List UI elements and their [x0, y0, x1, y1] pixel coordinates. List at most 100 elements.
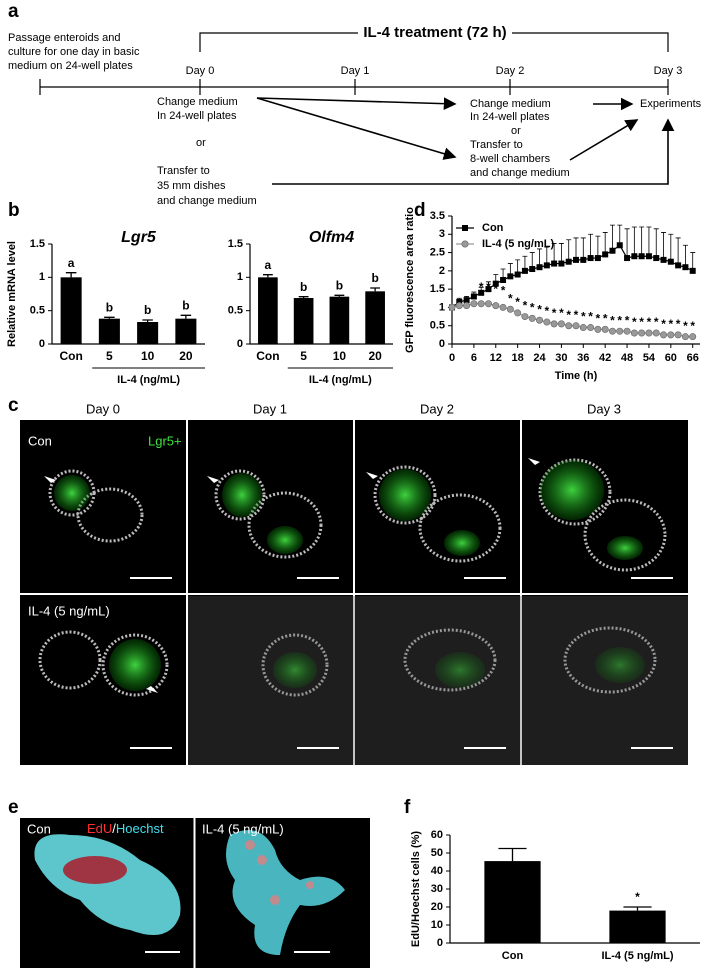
bar: [484, 861, 541, 943]
error-bar: [370, 287, 381, 292]
panel-label: c: [8, 395, 19, 416]
significance-label: *: [647, 315, 652, 329]
error-bar: [558, 243, 564, 264]
data-point: [499, 303, 507, 311]
error-bar: [646, 226, 652, 257]
data-point: [557, 320, 565, 328]
row-label: Con: [28, 433, 52, 448]
significance-label: *: [530, 301, 535, 315]
note: 35 mm dishes: [157, 180, 226, 192]
significance-label: *: [559, 306, 564, 320]
arrow: [272, 118, 675, 185]
significance-label: *: [676, 317, 681, 331]
note: Experiments: [640, 98, 702, 110]
data-point: [660, 331, 668, 339]
data-point: [667, 331, 675, 339]
significance-label: *: [574, 308, 579, 322]
data-point: [594, 255, 601, 262]
data-point: [456, 298, 463, 305]
data-point: [551, 260, 558, 267]
significance-label: *: [486, 280, 491, 294]
error-bar: [631, 226, 637, 257]
image-panel-c: Day 0 Day 1 Day 2 Day 3 Con Lgr5+ IL-4 (…: [20, 401, 688, 765]
significance-label: *: [668, 317, 673, 331]
data-point: [674, 331, 682, 339]
data-point: [485, 286, 492, 293]
image-label: IL-4 (5 ng/mL): [202, 821, 284, 836]
error-bar: [262, 274, 273, 278]
data-point: [565, 258, 572, 265]
significance-label: *: [588, 310, 593, 324]
significance-label: *: [537, 302, 542, 316]
x-tick-label: 10: [333, 349, 347, 363]
note: and change medium: [470, 167, 570, 179]
x-tick-label: 5: [300, 349, 307, 363]
data-point: [638, 253, 645, 260]
x-tick-label: 20: [368, 349, 382, 363]
y-tick-label: 1.5: [30, 238, 45, 250]
data-point: [572, 322, 580, 330]
error-bar: [573, 237, 579, 260]
data-point: [653, 255, 660, 262]
significance-label: *: [635, 890, 640, 904]
data-point: [681, 333, 689, 341]
gfp-signal: [54, 460, 645, 691]
significance-label: *: [508, 291, 513, 305]
x-tick-label: 30: [555, 352, 567, 364]
y-tick-label: 10: [431, 919, 443, 931]
significance-label: *: [625, 313, 630, 327]
arrowheads: [44, 458, 540, 693]
day-label: Day 0: [186, 65, 215, 77]
scale-bar: [130, 577, 673, 749]
significance-label: b: [371, 271, 378, 285]
edu-signal: [63, 856, 127, 884]
y-tick-label: 60: [431, 829, 443, 841]
x-axis-label: Time (h): [555, 370, 598, 382]
y-tick-label: 2.5: [430, 246, 445, 258]
significance-label: *: [610, 313, 615, 327]
data-point: [558, 260, 565, 267]
data-point: [645, 253, 652, 260]
significance-label: *: [690, 319, 695, 333]
error-bar: [551, 243, 557, 264]
data-point: [521, 267, 528, 274]
edu-signal: [245, 840, 314, 905]
x-tick-label: 54: [643, 352, 656, 364]
significance-label: b: [182, 299, 189, 313]
marker-label: Lgr5+: [148, 433, 182, 448]
bar: [175, 318, 197, 344]
x-tick-label: Con: [502, 950, 524, 962]
y-tick-label: 50: [431, 847, 443, 859]
error-bar: [623, 906, 652, 911]
significance-label: *: [654, 315, 659, 329]
haze: [188, 596, 688, 765]
error-bar: [595, 235, 601, 259]
error-bar: [588, 233, 594, 259]
legend-label: Con: [482, 222, 504, 234]
x-tick-label: 12: [490, 352, 502, 364]
error-bar: [617, 224, 623, 246]
row-label: IL-4 (5 ng/mL): [28, 603, 110, 618]
data-point: [528, 314, 536, 322]
data-point: [543, 262, 550, 269]
significance-label: a: [265, 258, 272, 272]
data-point: [478, 289, 485, 296]
y-tick-label: 3: [439, 228, 445, 240]
data-point: [652, 329, 660, 337]
data-point: [500, 277, 507, 283]
y-tick-label: 0.5: [228, 305, 243, 317]
bar: [137, 322, 159, 344]
note: and change medium: [157, 195, 257, 207]
data-point: [579, 324, 587, 332]
x-tick-label: 42: [599, 352, 611, 364]
data-point: [506, 305, 514, 313]
data-point: [675, 262, 682, 269]
note: 8-well chambers: [470, 153, 551, 165]
chart-title: Olfm4: [309, 229, 354, 246]
data-point: [514, 271, 521, 278]
error-bar: [609, 224, 615, 251]
day-label: Day 2: [496, 65, 525, 77]
bracket: [199, 32, 669, 52]
bar: [258, 277, 278, 344]
